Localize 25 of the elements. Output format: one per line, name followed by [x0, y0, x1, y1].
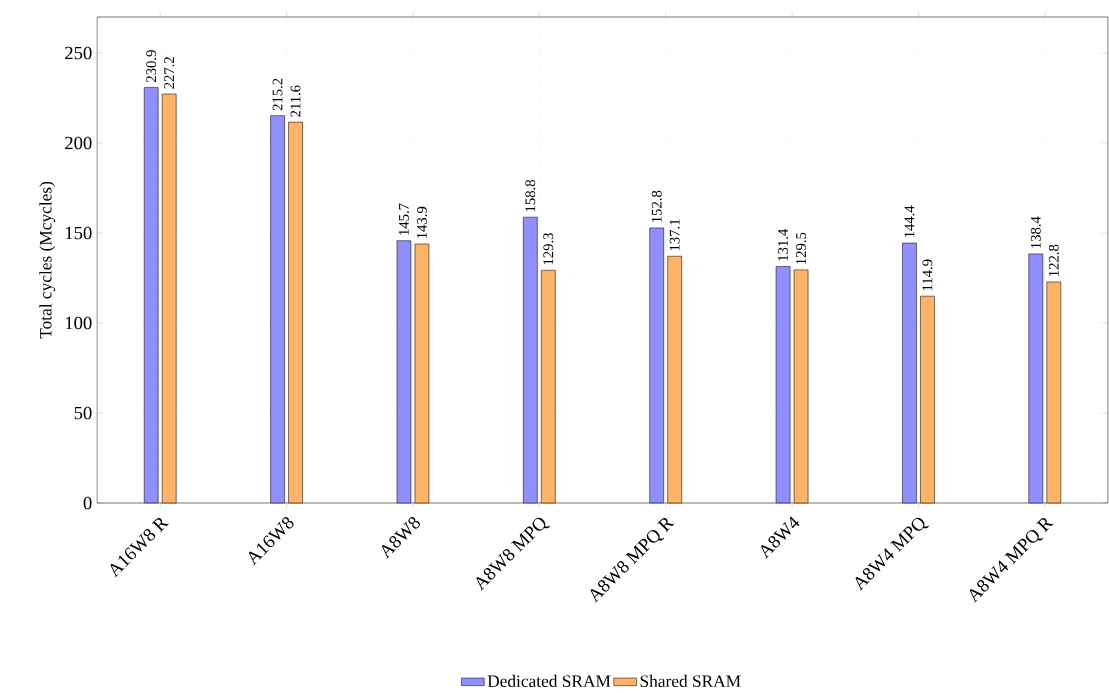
legend-label: Dedicated SRAM	[487, 674, 611, 688]
data-label: 131.4	[778, 228, 789, 261]
data-label: 138.4	[1030, 216, 1041, 248]
data-label: 211.6	[290, 85, 301, 117]
data-label: 114.9	[922, 259, 933, 291]
data-label: 152.8	[651, 190, 662, 222]
y-tick-label: 50	[74, 406, 92, 420]
data-label: 129.3	[543, 233, 554, 265]
data-label: 144.4	[904, 205, 915, 238]
y-axis-title: Total cycles (Mcycles)	[39, 181, 56, 339]
data-label: 143.9	[416, 206, 427, 238]
y-tick-label: 200	[65, 136, 92, 150]
y-tick-label: 0	[83, 496, 92, 510]
y-tick-label: 150	[65, 226, 92, 240]
data-label: 230.9	[146, 50, 157, 83]
data-label: 215.2	[272, 78, 283, 111]
data-label: 158.8	[525, 180, 536, 212]
data-label: 145.7	[399, 203, 409, 235]
data-label: 137.1	[669, 219, 680, 251]
legend-label: Shared SRAM	[640, 674, 741, 688]
data-label: 227.2	[164, 57, 175, 89]
y-tick-label: 250	[65, 46, 92, 60]
data-label: 129.5	[796, 232, 807, 264]
data-label: 122.8	[1048, 244, 1059, 276]
y-tick-label: 100	[65, 316, 92, 330]
